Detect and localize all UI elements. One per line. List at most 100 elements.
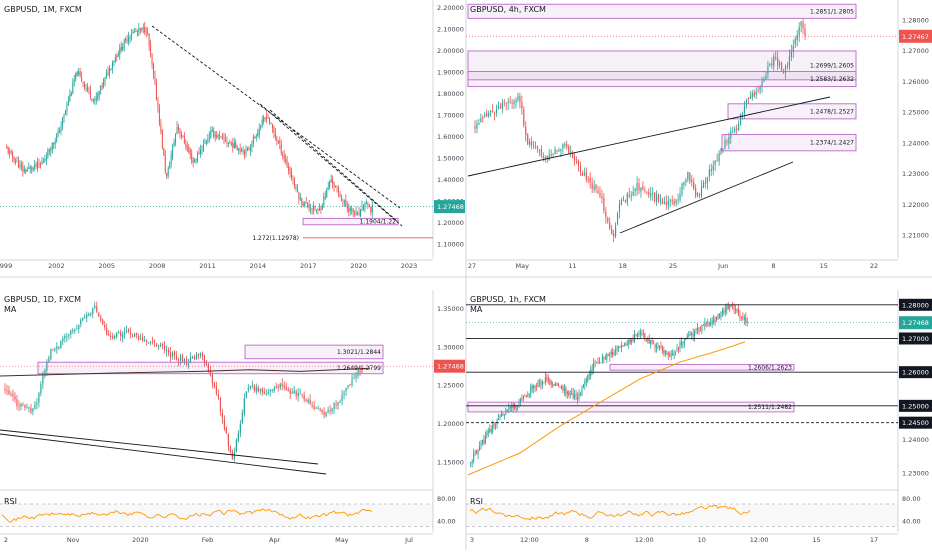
candle-body xyxy=(601,356,603,362)
candle-body xyxy=(511,102,513,104)
candle-body xyxy=(682,341,684,346)
candle-body xyxy=(476,123,478,129)
candle-body xyxy=(167,349,170,353)
level-tag xyxy=(899,399,932,412)
candle-body xyxy=(72,330,74,332)
candle-body xyxy=(205,362,208,365)
candle-body xyxy=(81,76,83,82)
candle-body xyxy=(728,136,730,144)
candle-body xyxy=(147,342,150,344)
candle-body xyxy=(616,213,619,224)
candle-body xyxy=(759,86,761,91)
candle-body xyxy=(741,113,744,115)
candle-body xyxy=(493,112,496,115)
candle-body xyxy=(299,198,301,200)
supply-demand-zone xyxy=(721,134,857,152)
x-tick-label: 2002 xyxy=(48,262,65,270)
candle-body xyxy=(739,315,741,318)
candle-body xyxy=(663,201,665,204)
candle-body xyxy=(598,361,600,363)
candle-body xyxy=(571,393,573,395)
candle-body xyxy=(180,134,182,137)
candle-body xyxy=(207,138,209,142)
candle-body xyxy=(86,314,88,318)
candle-body xyxy=(503,101,505,103)
candle-body xyxy=(335,186,337,188)
candle-body xyxy=(50,150,52,152)
level-tag xyxy=(899,298,932,311)
y-tick-label: 1.20000 xyxy=(437,219,464,227)
candle-body xyxy=(620,200,623,205)
candle-body xyxy=(181,355,184,363)
x-tick-label: 15 xyxy=(812,536,820,544)
candle-body xyxy=(12,393,14,397)
candle-body xyxy=(553,384,555,386)
candle-body xyxy=(581,388,583,395)
candle-body xyxy=(92,99,94,101)
candle-body xyxy=(479,446,481,450)
candle-body xyxy=(628,339,630,345)
candle-body xyxy=(337,402,339,406)
candle-body xyxy=(311,209,313,211)
candle-body xyxy=(113,61,115,63)
candle-body xyxy=(177,127,179,130)
candle-body xyxy=(480,442,482,447)
candle-body xyxy=(126,40,128,42)
four-hour-chart: 1.28000 1.27000 1.26000 1.25000 1.24000 1.230… xyxy=(466,3,932,270)
candle-body xyxy=(597,361,599,363)
current-price-tag xyxy=(899,316,932,330)
level-tag xyxy=(899,416,932,429)
candle-body xyxy=(555,384,557,386)
y-tick-label: 1.23000 xyxy=(902,170,929,178)
candle-body xyxy=(88,89,90,91)
candle-body xyxy=(235,439,237,452)
candle-body xyxy=(68,334,70,336)
candle-body xyxy=(612,351,614,356)
candle-body xyxy=(30,407,32,413)
candle-body xyxy=(251,384,253,387)
candle-body xyxy=(34,404,36,410)
candle-body xyxy=(9,151,11,154)
candle-body xyxy=(743,318,745,320)
candle-body xyxy=(60,126,62,132)
candle-body xyxy=(67,101,69,105)
candle-body xyxy=(259,389,261,391)
candle-body xyxy=(76,71,78,76)
candle-body xyxy=(782,71,785,73)
candle-body xyxy=(138,27,140,32)
supply-demand-zone xyxy=(37,361,384,375)
candle-body xyxy=(227,142,229,144)
candle-body xyxy=(582,384,584,388)
candle-body xyxy=(208,136,210,139)
candle-body xyxy=(297,392,299,397)
candle-body xyxy=(800,21,802,27)
candle-body xyxy=(544,377,546,383)
candle-body xyxy=(517,95,519,100)
candle-body xyxy=(601,196,603,199)
candle-body xyxy=(500,413,502,417)
candle-body xyxy=(213,130,215,137)
candle-body xyxy=(315,210,317,212)
candle-body xyxy=(353,377,355,379)
candle-body xyxy=(131,34,133,36)
candle-body xyxy=(572,152,574,158)
candle-body xyxy=(508,407,510,409)
x-tick-label: Apr xyxy=(269,536,281,544)
candle-body xyxy=(348,207,350,212)
candle-body xyxy=(656,195,658,202)
candle-body xyxy=(263,391,265,394)
zone-label: 1.2606/1.2623 xyxy=(748,364,792,371)
candle-body xyxy=(712,165,714,170)
candle-body xyxy=(108,67,110,76)
trend-line xyxy=(259,103,403,227)
candle-body xyxy=(72,82,74,94)
candle-body xyxy=(486,113,488,117)
candle-body xyxy=(525,395,527,398)
candle-body xyxy=(474,126,476,129)
candle-body xyxy=(698,194,701,196)
candle-body xyxy=(562,143,564,149)
candle-body xyxy=(233,452,235,459)
candle-body xyxy=(330,179,332,183)
candle-body xyxy=(89,90,91,98)
candle-body xyxy=(255,136,257,139)
